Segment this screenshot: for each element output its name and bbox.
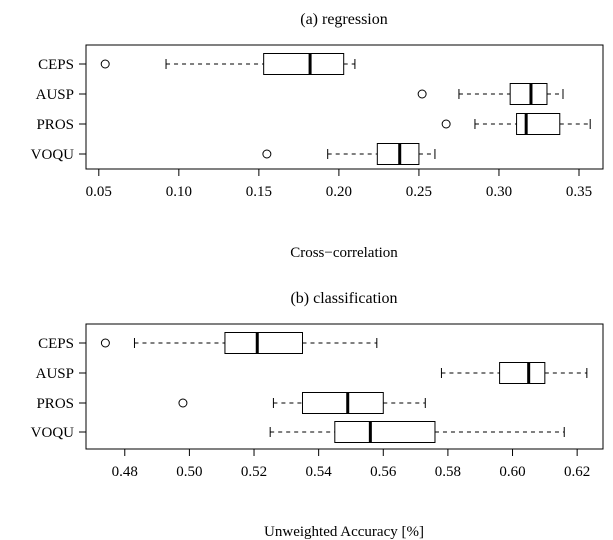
category-label-pros: PROS: [36, 396, 74, 412]
x-tick-label: 0.62: [564, 464, 590, 480]
x-tick-label: 0.05: [86, 184, 112, 200]
outlier-pros: [441, 119, 451, 129]
category-label-ceps: CEPS: [38, 336, 74, 352]
category-label-ausp: AUSP: [36, 366, 74, 382]
x-tick-label: 0.30: [486, 184, 512, 200]
classification-title: (b) classification: [290, 290, 397, 307]
regression-marks: [100, 53, 591, 165]
box-ausp: [440, 362, 588, 384]
regression-panel: (a) regression CEPS AUSP PROS VOQU 0.05 0.10…: [31, 11, 604, 261]
iqr-box-voqu: [376, 143, 420, 165]
x-tick-label: 0.35: [566, 184, 592, 200]
classification-marks: [100, 332, 588, 443]
category-label-pros: PROS: [36, 117, 74, 133]
classification-x-axis: 0.48 0.50 0.52 0.54 0.56 0.58 0.60 0.62: [112, 449, 590, 480]
classification-panel: (b) classification CEPS AUSP PROS VOQU 0.48…: [31, 290, 604, 540]
outlier-pros: [178, 398, 188, 408]
x-tick-label: 0.25: [406, 184, 432, 200]
box-pros: [178, 392, 426, 414]
outlier-ausp: [417, 89, 427, 99]
classification-y-axis: CEPS AUSP PROS VOQU: [31, 336, 86, 441]
iqr-box-voqu: [334, 421, 436, 443]
iqr-box-pros: [516, 113, 561, 135]
category-label-voqu: VOQU: [31, 147, 74, 163]
x-tick-label: 0.54: [306, 464, 333, 480]
category-label-ausp: AUSP: [36, 87, 74, 103]
x-tick-label: 0.60: [499, 464, 525, 480]
iqr-box-pros: [301, 392, 384, 414]
regression-y-axis: CEPS AUSP PROS VOQU: [31, 57, 86, 163]
regression-plot-frame: [85, 44, 604, 170]
x-tick-label: 0.56: [370, 464, 397, 480]
regression-x-axis-label: Cross−correlation: [290, 245, 398, 261]
box-pros: [441, 113, 591, 135]
x-tick-label: 0.50: [176, 464, 202, 480]
iqr-box-ceps: [263, 53, 345, 75]
box-ceps: [100, 332, 378, 354]
box-voqu: [269, 421, 565, 443]
category-label-voqu: VOQU: [31, 425, 74, 441]
x-tick-label: 0.58: [435, 464, 461, 480]
iqr-box-ceps: [224, 332, 303, 354]
iqr-box-ausp: [499, 362, 546, 384]
outlier-ceps: [100, 59, 110, 69]
classification-x-axis-label: Unweighted Accuracy [%]: [264, 524, 424, 540]
x-tick-label: 0.15: [246, 184, 272, 200]
box-voqu: [262, 143, 436, 165]
regression-title: (a) regression: [300, 11, 388, 28]
x-tick-label: 0.20: [326, 184, 352, 200]
regression-x-axis: 0.05 0.10 0.15 0.20 0.25 0.30 0.35: [86, 169, 592, 200]
outlier-ceps: [100, 338, 110, 348]
x-tick-label: 0.48: [112, 464, 138, 480]
x-tick-label: 0.10: [166, 184, 192, 200]
x-tick-label: 0.52: [241, 464, 267, 480]
box-ceps: [100, 53, 356, 75]
box-ausp: [417, 83, 564, 105]
outlier-voqu: [262, 149, 272, 159]
classification-plot-frame: [85, 323, 604, 450]
iqr-box-ausp: [509, 83, 548, 105]
category-label-ceps: CEPS: [38, 57, 74, 73]
